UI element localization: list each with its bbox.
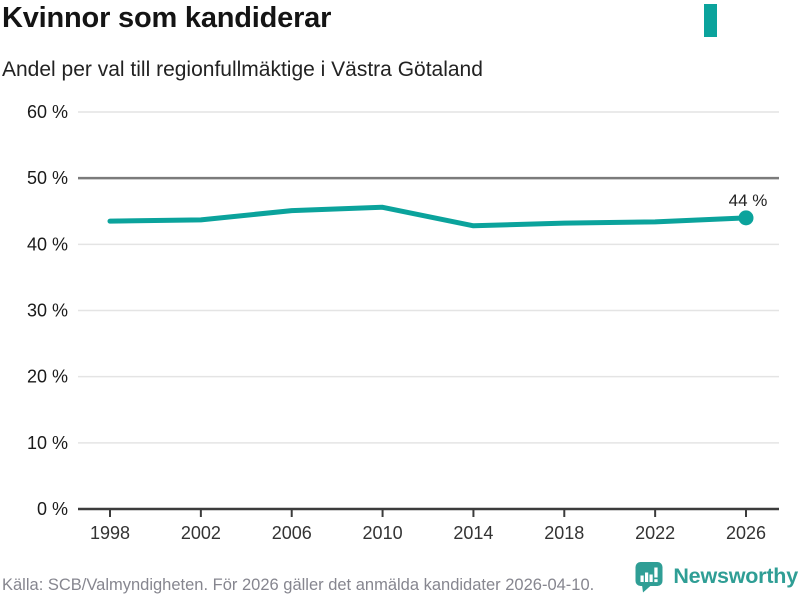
x-axis-labels: 1998 2002 2006 2010 2014 2018 2022 2026 bbox=[90, 523, 766, 543]
svg-text:2010: 2010 bbox=[363, 523, 403, 543]
newsworthy-logo: Newsworthy bbox=[634, 560, 798, 593]
gridlines bbox=[78, 111, 779, 444]
chart-title: Kvinnor som kandiderar bbox=[2, 2, 332, 34]
svg-text:2002: 2002 bbox=[181, 523, 221, 543]
svg-text:2006: 2006 bbox=[272, 523, 312, 543]
svg-text:30 %: 30 % bbox=[27, 301, 68, 321]
newsworthy-wordmark: Newsworthy bbox=[673, 564, 798, 588]
svg-text:0 %: 0 % bbox=[37, 499, 68, 519]
svg-text:50 %: 50 % bbox=[27, 168, 68, 188]
brand-bar bbox=[704, 4, 717, 37]
end-dot bbox=[738, 210, 754, 226]
svg-text:40 %: 40 % bbox=[27, 234, 68, 254]
svg-text:2014: 2014 bbox=[453, 523, 493, 543]
y-axis-labels: 0 % 10 % 20 % 30 % 40 % 50 % 60 % bbox=[27, 102, 68, 519]
end-value-label: 44 % bbox=[729, 191, 768, 210]
svg-text:10 %: 10 % bbox=[27, 433, 68, 453]
source-text: Källa: SCB/Valmyndigheten. För 2026 gäll… bbox=[2, 576, 595, 594]
svg-text:2026: 2026 bbox=[726, 523, 766, 543]
svg-text:2018: 2018 bbox=[544, 523, 584, 543]
end-point: 44 % bbox=[729, 191, 768, 226]
chart-subtitle: Andel per val till regionfullmäktige i V… bbox=[2, 58, 483, 81]
x-axis bbox=[78, 507, 779, 517]
svg-text:2022: 2022 bbox=[635, 523, 675, 543]
newsworthy-icon bbox=[635, 562, 663, 593]
data-line bbox=[107, 204, 749, 229]
svg-text:60 %: 60 % bbox=[27, 102, 68, 122]
line-chart: 0 % 10 % 20 % 30 % 40 % 50 % 60 % 1998 2002 2006 2… bbox=[27, 102, 779, 543]
svg-text:1998: 1998 bbox=[90, 523, 130, 543]
svg-text:20 %: 20 % bbox=[27, 367, 68, 387]
